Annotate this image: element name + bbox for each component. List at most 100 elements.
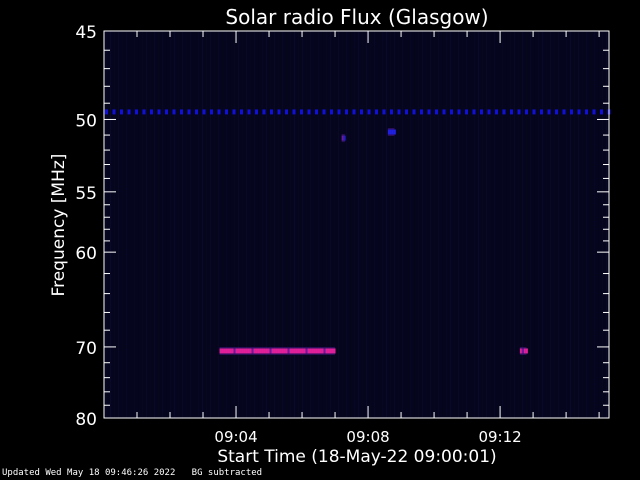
noise-stripe: [486, 31, 487, 418]
feature-segment: [313, 348, 316, 354]
feature-segment: [233, 348, 236, 354]
feature-segment: [300, 109, 303, 115]
noise-stripe: [222, 31, 223, 418]
noise-stripe: [110, 31, 111, 418]
noise-stripe: [454, 31, 455, 418]
noise-stripe: [474, 31, 475, 418]
feature-segment: [480, 109, 483, 115]
feature-segment: [127, 109, 131, 115]
feature-segment: [299, 348, 302, 354]
noise-stripe: [130, 31, 131, 418]
feature-segment: [345, 109, 348, 115]
y-tick-label: 80: [75, 410, 97, 430]
noise-stripe: [154, 31, 155, 418]
feature-segment: [393, 129, 396, 135]
x-tick-label: 09:08: [346, 428, 389, 446]
feature-segment: [217, 109, 221, 115]
feature-segment: [435, 109, 438, 115]
feature-segment: [352, 109, 356, 115]
noise-stripe: [514, 31, 515, 418]
noise-stripe: [194, 31, 195, 418]
feature-segment: [232, 109, 236, 115]
noise-stripe: [158, 31, 159, 418]
feature-segment: [523, 348, 526, 354]
noise-stripe: [530, 31, 531, 418]
feature-segment: [262, 109, 266, 115]
feature-segment: [547, 109, 551, 115]
noise-stripe: [442, 31, 443, 418]
noise-stripe: [574, 31, 575, 418]
noise-stripe: [358, 31, 359, 418]
noise-stripe: [518, 31, 519, 418]
noise-stripe: [142, 31, 143, 418]
feature-segment: [263, 348, 266, 354]
noise-stripe: [402, 31, 403, 418]
feature-segment: [337, 109, 341, 115]
noise-stripe: [498, 31, 499, 418]
feature-segment: [293, 348, 296, 354]
x-axis-label: Start Time (18-May-22 09:00:01): [217, 447, 496, 467]
spot-51.2MHz: [341, 134, 346, 143]
noise-stripe: [342, 31, 343, 418]
y-tick-label: 70: [75, 339, 97, 359]
feature-segment: [330, 109, 333, 115]
feature-segment: [540, 109, 543, 115]
noise-stripe: [606, 31, 607, 418]
noise-stripe: [414, 31, 415, 418]
feature-segment: [255, 348, 258, 354]
noise-stripe: [242, 31, 243, 418]
plot-background: [104, 31, 609, 418]
feature-segment: [532, 109, 536, 115]
noise-stripe: [170, 31, 171, 418]
feature-segment: [285, 109, 288, 115]
noise-stripe: [570, 31, 571, 418]
feature-segment: [251, 348, 254, 354]
spot-50.8MHz: [387, 127, 396, 136]
feature-segment: [150, 109, 153, 115]
feature-segment: [397, 109, 401, 115]
feature-segment: [382, 109, 386, 115]
feature-segment: [225, 109, 228, 115]
noise-stripe: [582, 31, 583, 418]
feature-segment: [241, 348, 244, 354]
noise-stripe: [350, 31, 351, 418]
feature-segment: [375, 109, 378, 115]
noise-stripe: [322, 31, 323, 418]
feature-segment: [309, 348, 312, 354]
feature-segment: [187, 109, 191, 115]
noise-stripe: [214, 31, 215, 418]
noise-stripe: [430, 31, 431, 418]
feature-segment: [261, 348, 264, 354]
feature-segment: [165, 109, 168, 115]
noise-stripe: [366, 31, 367, 418]
feature-segment: [307, 109, 311, 115]
feature-segment: [525, 348, 528, 354]
feature-segment: [157, 109, 161, 115]
noise-stripe: [294, 31, 295, 418]
feature-segment: [277, 348, 280, 354]
noise-stripe: [126, 31, 127, 418]
feature-segment: [120, 109, 123, 115]
noise-stripe: [318, 31, 319, 418]
noise-stripe: [458, 31, 459, 418]
noise-stripe: [250, 31, 251, 418]
noise-stripe: [586, 31, 587, 418]
feature-segment: [281, 348, 284, 354]
noise-stripe: [138, 31, 139, 418]
spot-70.5MHz: [519, 346, 528, 355]
noise-stripe: [598, 31, 599, 418]
noise-stripe: [178, 31, 179, 418]
noise-stripe: [490, 31, 491, 418]
noise-stripe: [370, 31, 371, 418]
noise-stripe: [190, 31, 191, 418]
feature-segment: [202, 109, 206, 115]
feature-segment: [315, 348, 318, 354]
noise-stripe: [330, 31, 331, 418]
noise-stripe: [206, 31, 207, 418]
noise-stripe: [602, 31, 603, 418]
feature-segment: [292, 109, 296, 115]
feature-segment: [221, 348, 224, 354]
noise-stripe: [554, 31, 555, 418]
noise-stripe: [438, 31, 439, 418]
noise-stripe: [362, 31, 363, 418]
